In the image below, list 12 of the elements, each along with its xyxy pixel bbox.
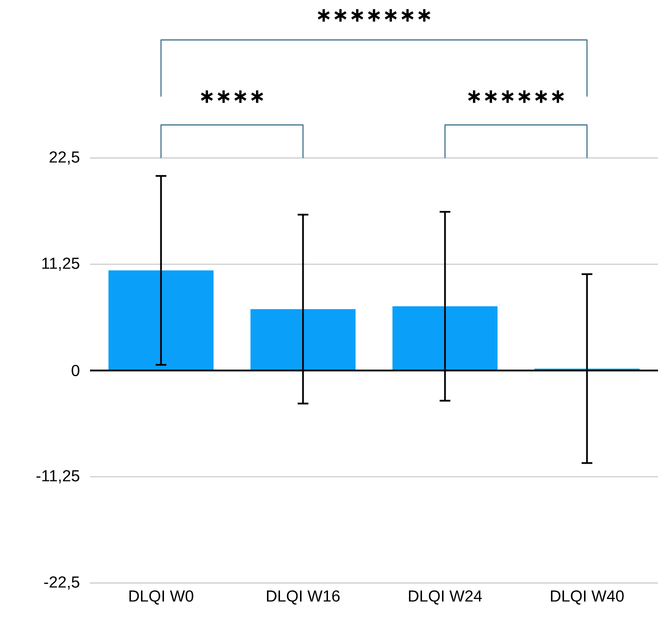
y-tick-label: 11,25 [42, 258, 80, 271]
x-tick-label: DLQI W40 [550, 590, 624, 605]
x-tick-label: DLQI W24 [408, 590, 482, 605]
y-tick-label: -22,5 [44, 576, 80, 590]
y-tick-label: -11,25 [36, 470, 80, 484]
text: ∗∗∗∗ [200, 90, 264, 103]
y-tick-label: 22,5 [50, 151, 80, 165]
text: ∗∗∗∗∗∗∗ [318, 9, 430, 22]
text: ∗∗∗∗∗∗ [468, 90, 564, 103]
x-tick-label: DLQI W16 [266, 590, 340, 605]
x-tick-label: DLQI W0 [129, 590, 194, 605]
y-tick-label: 0 [72, 364, 80, 376]
